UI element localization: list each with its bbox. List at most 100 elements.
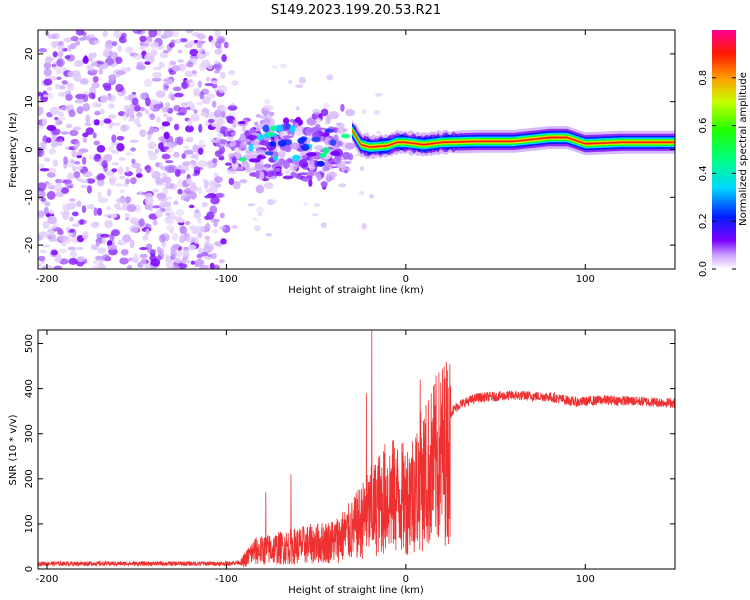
spectrogram-cell: [71, 149, 77, 158]
spectrogram-cell: [162, 50, 170, 54]
spectrogram-cell: [269, 141, 277, 147]
spectrogram-cell: [90, 221, 100, 229]
spectrogram-cell: [198, 48, 205, 55]
spectrogram-cell: [62, 203, 70, 212]
spectrogram-cell: [228, 112, 236, 116]
spectrogram-cell: [145, 97, 151, 107]
spectrogram-cell: [282, 135, 294, 139]
spectrogram-cell: [64, 104, 74, 110]
spectrogram-cell: [230, 132, 236, 136]
spectrogram-cell: [296, 125, 304, 132]
spectrogram-cell: [199, 91, 205, 100]
spectrogram-cell: [114, 202, 121, 210]
spectrogram-cell: [99, 94, 108, 104]
spectrogram-cell: [205, 76, 211, 82]
spectrogram-cell: [75, 93, 86, 100]
spectrogram-cell: [282, 175, 294, 180]
spectrogram-cell: [47, 215, 57, 225]
spectrogram-cell: [82, 136, 88, 144]
spectrogram-cell: [359, 166, 365, 172]
spectrogram-cell: [46, 87, 53, 91]
spectrogram-cell: [162, 176, 172, 184]
spectrogram-cell: [218, 37, 225, 44]
spectrogram-cell: [204, 256, 213, 260]
spectrogram-cell: [155, 161, 163, 168]
spectrogram-cell: [162, 82, 169, 92]
spectrogram-cell: [316, 160, 325, 167]
spectrogram-cell: [190, 260, 195, 265]
spectrogram-cell: [216, 133, 224, 137]
spectrogram-cell: [41, 118, 48, 126]
spectrogram-cell: [93, 207, 98, 217]
spectrogram-cell: [67, 246, 76, 251]
snr-x-label: Height of straight line (km): [288, 585, 424, 596]
spectrogram-cell: [143, 78, 153, 88]
spectrogram-cell: [211, 252, 217, 260]
spectrogram-cell: [61, 80, 68, 85]
spectrogram-cell: [190, 113, 200, 122]
spectrogram-cell: [343, 169, 349, 174]
spectrogram-cell: [103, 85, 112, 92]
spectrogram-cell: [119, 175, 126, 180]
spectrogram-cell: [320, 222, 327, 228]
spectrogram-cell: [111, 162, 120, 166]
spectrogram-cell: [204, 222, 211, 232]
spectrogram-cell: [298, 76, 307, 84]
snr-axes: -200 -100 0 100 0 100 200 300 400 500: [24, 330, 675, 585]
spectrogram-cell: [189, 104, 196, 111]
spectrogram-cell: [165, 225, 176, 231]
spectrogram-cell: [210, 180, 217, 188]
spectrogram-cell: [170, 39, 176, 45]
spectrogram-cell: [175, 208, 185, 216]
spectrogram-cell: [255, 113, 262, 118]
spectrogram-carrier-band: [352, 129, 675, 148]
spectrogram-cell: [193, 166, 201, 174]
spectrogram-cell: [127, 118, 136, 122]
spectrogram-cell: [86, 204, 95, 210]
spectrogram-cell: [193, 109, 198, 114]
spectrogram-cell: [120, 248, 129, 256]
spectrogram-cell: [226, 168, 238, 175]
spectrogram-cell: [116, 197, 127, 204]
spectrogram-cell: [92, 132, 97, 139]
spectrogram-cell: [277, 139, 287, 147]
spectrogram-cell: [139, 246, 148, 251]
spectrogram-cell: [108, 74, 117, 81]
spectrogram-x-tick-label: -200: [36, 274, 59, 285]
snr-y-tick-label: 500: [24, 334, 35, 353]
spectrogram-cell: [107, 244, 118, 250]
spectrogram-cell: [53, 182, 63, 192]
spectrogram-cell: [213, 264, 220, 269]
snr-x-tick-label: -100: [215, 574, 238, 585]
spectrogram-cell: [216, 192, 225, 199]
spectrogram-cell: [212, 158, 218, 164]
spectrogram-cell: [93, 259, 102, 266]
spectrogram-cell: [256, 155, 267, 160]
spectrogram-cell: [206, 93, 216, 99]
spectrogram-cell: [46, 124, 57, 132]
spectrogram-cell: [165, 212, 170, 217]
spectrogram-cell: [177, 59, 185, 63]
spectrogram-cell: [82, 56, 89, 64]
spectrogram-cell: [359, 191, 364, 195]
spectrogram-cell: [161, 146, 170, 150]
spectrogram-cell: [129, 239, 135, 249]
spectrogram-cell: [152, 71, 163, 79]
spectrogram-cell: [217, 85, 228, 94]
spectrogram-cell: [187, 244, 197, 251]
spectrogram-cell: [255, 170, 260, 179]
spectrogram-cell: [228, 152, 234, 159]
spectrogram-cell: [133, 53, 143, 60]
spectrogram-cell: [197, 247, 203, 253]
spectrogram-cell: [92, 76, 99, 83]
spectrogram-cell: [75, 246, 84, 251]
spectrogram-cell: [69, 43, 77, 50]
spectrogram-cell: [76, 151, 84, 155]
spectrogram-cell: [262, 104, 274, 111]
spectrogram-cell: [86, 185, 92, 194]
spectrogram-cell: [39, 249, 48, 254]
spectrogram-cell: [185, 42, 192, 48]
spectrogram-cell: [47, 236, 53, 240]
spectrogram-cell: [108, 144, 114, 153]
spectrogram-cell: [194, 258, 205, 267]
